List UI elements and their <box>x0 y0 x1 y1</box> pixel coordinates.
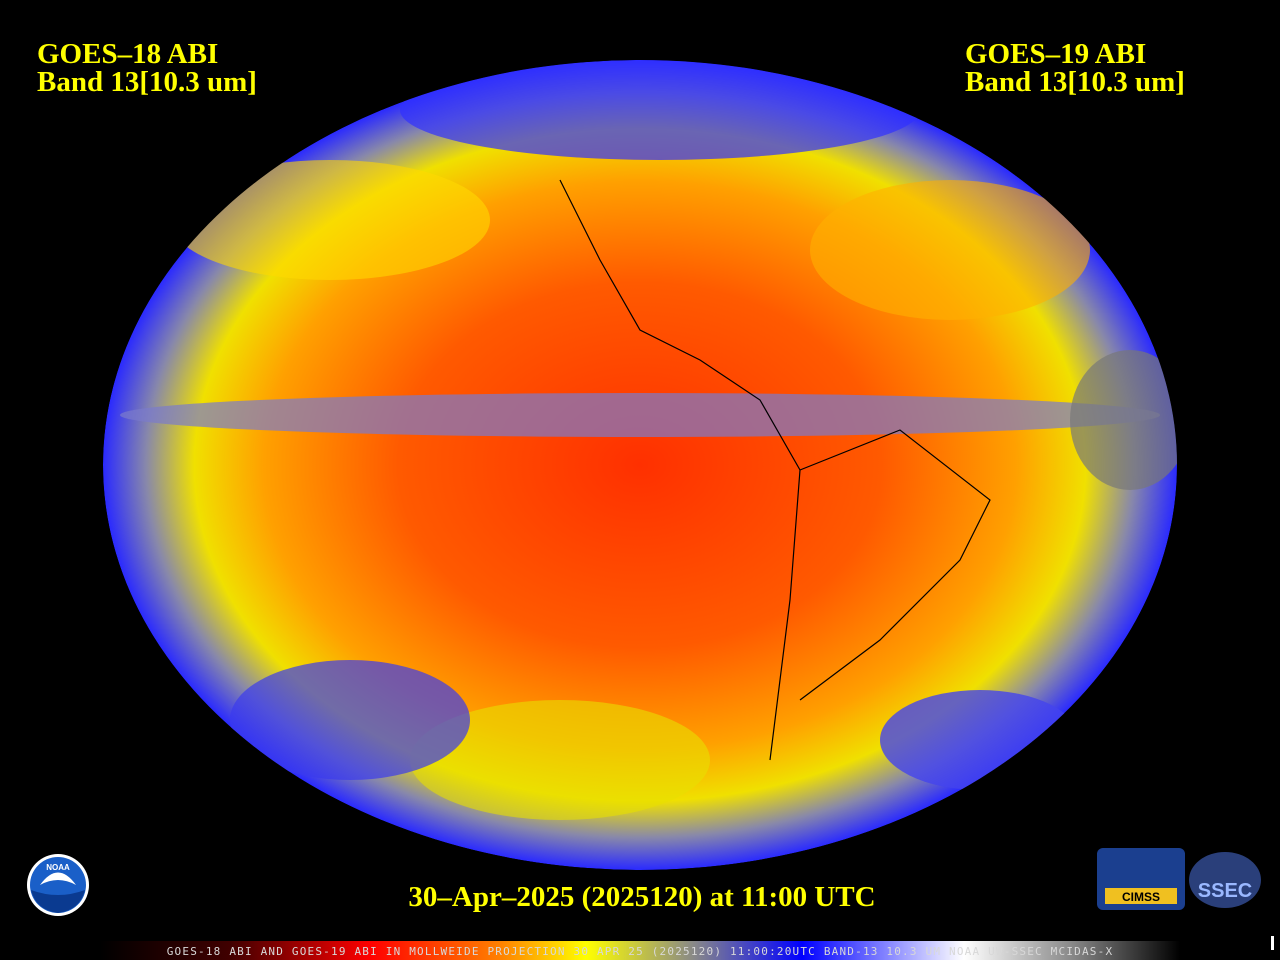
footer-caption: GOES-18 ABI AND GOES-19 ABI IN MOLLWEIDE… <box>167 945 1114 958</box>
color-bar <box>100 941 1180 960</box>
ssec-logo: SSEC <box>1189 852 1261 908</box>
cimss-label: CIMSS <box>1122 890 1160 904</box>
right-title: GOES–19 ABI <box>965 38 1146 70</box>
left-band: Band 13[10.3 um] <box>37 66 257 98</box>
cimss-logo: CIMSS <box>1097 848 1185 910</box>
earth-disk <box>103 60 1177 870</box>
noaa-label: NOAA <box>46 863 70 872</box>
corner-marker <box>1271 936 1274 950</box>
timestamp: 30–Apr–2025 (2025120) at 11:00 UTC <box>408 881 875 913</box>
right-band: Band 13[10.3 um] <box>965 66 1185 98</box>
noaa-logo: NOAA <box>27 854 89 916</box>
left-title: GOES–18 ABI <box>37 38 218 70</box>
ssec-label: SSEC <box>1198 880 1252 902</box>
